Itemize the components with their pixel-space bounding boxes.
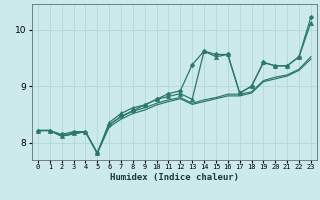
X-axis label: Humidex (Indice chaleur): Humidex (Indice chaleur) [110, 173, 239, 182]
